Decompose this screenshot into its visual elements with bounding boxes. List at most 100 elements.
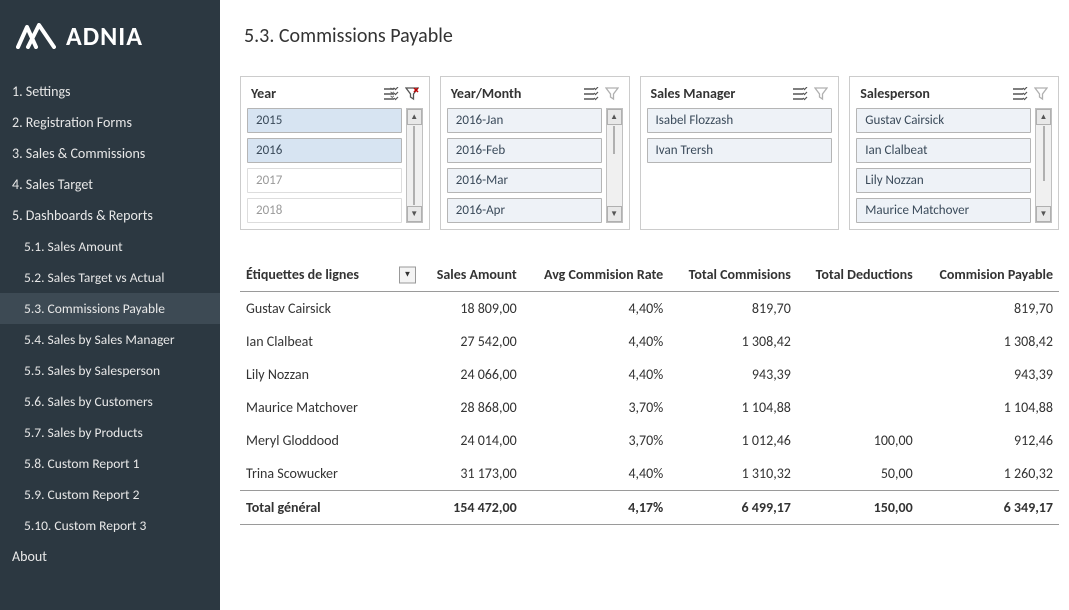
- col-deductions: Total Deductions: [797, 258, 919, 292]
- scroll-thumb[interactable]: [413, 126, 415, 205]
- cell-sales: 24 066,00: [420, 358, 523, 391]
- sidebar-subitem[interactable]: 5.4. Sales by Sales Manager: [0, 324, 220, 355]
- sidebar-subitem[interactable]: 5.7. Sales by Products: [0, 417, 220, 448]
- cell-ded: [797, 391, 919, 424]
- multiselect-icon[interactable]: [383, 87, 399, 101]
- main-content: 5.3. Commissions Payable Year 2015 2016 20…: [220, 0, 1069, 610]
- slicer-item[interactable]: Lily Nozzan: [856, 168, 1031, 193]
- col-commissions: Total Commisions: [669, 258, 797, 292]
- cell-ded: [797, 325, 919, 358]
- cell-name: Maurice Matchover: [240, 391, 420, 424]
- table-row: Trina Scowucker31 173,004,40%1 310,3250,…: [240, 457, 1059, 491]
- slicer-item[interactable]: 2016-Mar: [447, 168, 602, 193]
- cell-pay: 1 308,42: [919, 325, 1059, 358]
- scroll-down-icon[interactable]: ▼: [1036, 206, 1051, 222]
- cell-name: Total général: [240, 491, 420, 525]
- slicer-title: Year: [251, 85, 276, 102]
- slicer-title: Year/Month: [451, 85, 522, 102]
- sidebar-item[interactable]: 3. Sales & Commissions: [0, 138, 220, 169]
- scroll-up-icon[interactable]: ▲: [607, 109, 622, 125]
- sidebar-subitem[interactable]: 5.5. Sales by Salesperson: [0, 355, 220, 386]
- sidebar-item[interactable]: 4. Sales Target: [0, 169, 220, 200]
- cell-name: Lily Nozzan: [240, 358, 420, 391]
- table-row: Lily Nozzan24 066,004,40%943,39943,39: [240, 358, 1059, 391]
- slicer-item[interactable]: 2016-Feb: [447, 138, 602, 163]
- slicer-item[interactable]: 2015: [247, 108, 402, 133]
- clear-filter-icon[interactable]: [605, 87, 619, 101]
- sidebar-item[interactable]: 1. Settings: [0, 76, 220, 107]
- cell-pay: 1 260,32: [919, 457, 1059, 491]
- slicer-manager: Sales Manager Isabel Flozzash Ivan Trersh: [640, 76, 840, 230]
- cell-comm: 1 308,42: [669, 325, 797, 358]
- clear-filter-icon[interactable]: [405, 87, 419, 101]
- scroll-up-icon[interactable]: ▲: [407, 109, 422, 125]
- cell-name: Meryl Gloddood: [240, 424, 420, 457]
- page-title: 5.3. Commissions Payable: [240, 24, 1059, 48]
- cell-rate: 4,40%: [523, 457, 670, 491]
- sidebar-item[interactable]: 2. Registration Forms: [0, 107, 220, 138]
- dropdown-icon[interactable]: ▼: [399, 266, 416, 283]
- multiselect-icon[interactable]: [792, 87, 808, 101]
- clear-filter-icon[interactable]: [1034, 87, 1048, 101]
- slicer-item[interactable]: Isabel Flozzash: [647, 108, 833, 133]
- slicer-items: 2016-Jan 2016-Feb 2016-Mar 2016-Apr: [447, 108, 602, 223]
- cell-pay: 819,70: [919, 292, 1059, 326]
- sidebar-subitem[interactable]: 5.8. Custom Report 1: [0, 448, 220, 479]
- slicer-item[interactable]: 2017: [247, 168, 402, 193]
- slicer-items: Gustav Cairsick Ian Clalbeat Lily Nozzan Ma…: [856, 108, 1031, 223]
- slicer-item[interactable]: Ivan Trersh: [647, 138, 833, 163]
- slicer-header: Sales Manager: [647, 83, 833, 108]
- cell-name: Ian Clalbeat: [240, 325, 420, 358]
- sidebar-subitem[interactable]: 5.9. Custom Report 2: [0, 479, 220, 510]
- cell-sales: 18 809,00: [420, 292, 523, 326]
- scroll-thumb[interactable]: [613, 126, 615, 154]
- cell-ded: [797, 292, 919, 326]
- slicer-item[interactable]: 2016-Jan: [447, 108, 602, 133]
- slicer-item[interactable]: Gustav Cairsick: [856, 108, 1031, 133]
- sidebar-subitem[interactable]: 5.2. Sales Target vs Actual: [0, 262, 220, 293]
- scrollbar[interactable]: ▲ ▼: [1035, 108, 1052, 223]
- scrollbar[interactable]: ▲ ▼: [606, 108, 623, 223]
- sidebar-subitem[interactable]: 5.6. Sales by Customers: [0, 386, 220, 417]
- table-body: Gustav Cairsick18 809,004,40%819,70819,7…: [240, 292, 1059, 525]
- scrollbar[interactable]: ▲ ▼: [406, 108, 423, 223]
- clear-filter-icon[interactable]: [814, 87, 828, 101]
- cell-comm: 1 310,32: [669, 457, 797, 491]
- brand-name: ADNIA: [66, 20, 143, 52]
- sidebar-subitem[interactable]: 5.1. Sales Amount: [0, 231, 220, 262]
- col-payable: Commision Payable: [919, 258, 1059, 292]
- multiselect-icon[interactable]: [1012, 87, 1028, 101]
- sidebar-subitem[interactable]: 5.10. Custom Report 3: [0, 510, 220, 541]
- sidebar-item[interactable]: 5. Dashboards & Reports: [0, 200, 220, 231]
- cell-sales: 24 014,00: [420, 424, 523, 457]
- sidebar-subnav: 5.1. Sales Amount5.2. Sales Target vs Ac…: [0, 231, 220, 541]
- cell-sales: 28 868,00: [420, 391, 523, 424]
- slicer-header: Salesperson: [856, 83, 1052, 108]
- slicer-title: Salesperson: [860, 85, 930, 102]
- col-sales: Sales Amount: [420, 258, 523, 292]
- scroll-down-icon[interactable]: ▼: [407, 206, 422, 222]
- slicer-item[interactable]: Ian Clalbeat: [856, 138, 1031, 163]
- multiselect-icon[interactable]: [583, 87, 599, 101]
- logo-icon: [16, 23, 56, 49]
- cell-sales: 31 173,00: [420, 457, 523, 491]
- scroll-down-icon[interactable]: ▼: [607, 206, 622, 222]
- cell-rate: 4,17%: [523, 491, 670, 525]
- slicer-item[interactable]: 2016: [247, 138, 402, 163]
- sidebar-about[interactable]: About: [0, 541, 220, 572]
- cell-comm: 819,70: [669, 292, 797, 326]
- cell-sales: 27 542,00: [420, 325, 523, 358]
- slicer-row: Year 2015 2016 2017 2018 ▲ ▼: [240, 76, 1059, 230]
- cell-rate: 3,70%: [523, 391, 670, 424]
- logo: ADNIA: [0, 0, 220, 76]
- slicer-item[interactable]: 2016-Apr: [447, 198, 602, 223]
- table-row: Gustav Cairsick18 809,004,40%819,70819,7…: [240, 292, 1059, 326]
- slicer-item[interactable]: Maurice Matchover: [856, 198, 1031, 223]
- cell-ded: 100,00: [797, 424, 919, 457]
- slicer-item[interactable]: 2018: [247, 198, 402, 223]
- sidebar-subitem[interactable]: 5.3. Commissions Payable: [0, 293, 220, 324]
- slicer-yearmonth: Year/Month 2016-Jan2016-Feb2016-Mar2016-…: [440, 76, 630, 230]
- scroll-thumb[interactable]: [1043, 126, 1045, 181]
- scroll-up-icon[interactable]: ▲: [1036, 109, 1051, 125]
- table-total-row: Total général154 472,004,17%6 499,17150,…: [240, 491, 1059, 525]
